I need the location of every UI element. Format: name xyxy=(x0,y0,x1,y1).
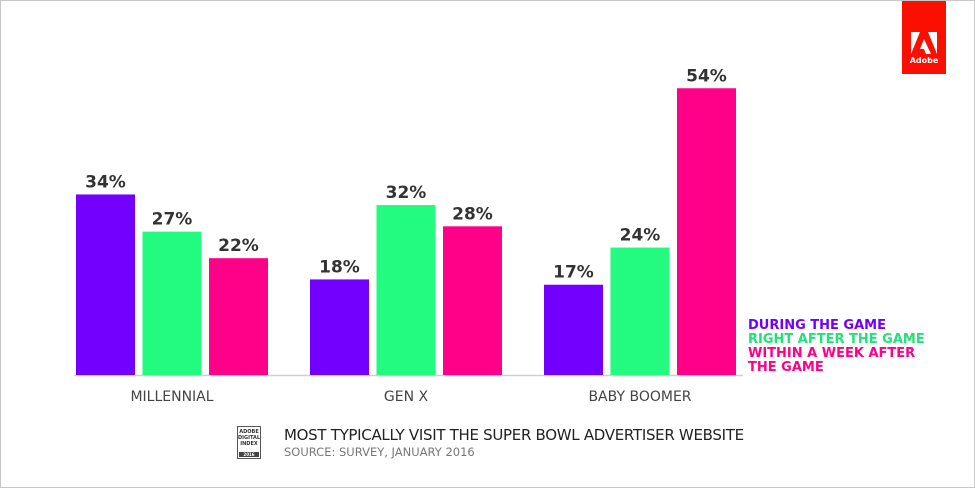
bar xyxy=(677,88,736,375)
chart-title: MOST TYPICALLY VISIT THE SUPER BOWL ADVE… xyxy=(284,426,744,444)
data-label: 22% xyxy=(218,236,259,256)
data-label: 27% xyxy=(152,210,193,230)
bar xyxy=(443,226,502,375)
chart-source: SOURCE: SURVEY, JANUARY 2016 xyxy=(284,445,475,459)
adobe-digital-index-badge: ADOBE DIGITAL INDEX 2016 xyxy=(237,426,261,459)
bar xyxy=(544,284,603,375)
adobe-logo-text: Adobe xyxy=(909,56,939,65)
legend-item-week-after: WITHIN A WEEK AFTER xyxy=(748,346,916,361)
bar xyxy=(209,258,268,375)
legend-item-during: DURING THE GAME xyxy=(748,318,886,333)
data-label: 34% xyxy=(85,172,126,192)
adobe-logo-icon xyxy=(911,32,937,54)
data-label: 24% xyxy=(620,226,661,246)
adobe-logo: Adobe xyxy=(902,1,946,74)
data-label: 17% xyxy=(553,263,594,283)
badge-line: ADOBE xyxy=(239,429,259,435)
bar xyxy=(76,194,135,375)
badge-year: 2016 xyxy=(239,452,259,457)
bar xyxy=(142,231,202,375)
badge-line: DIGITAL xyxy=(238,435,261,441)
data-label: 32% xyxy=(386,183,427,203)
category-label: GEN X xyxy=(384,389,429,405)
data-label: 18% xyxy=(319,257,360,277)
bar xyxy=(310,279,369,375)
legend: DURING THE GAME RIGHT AFTER THE GAME WIT… xyxy=(748,319,925,375)
bar xyxy=(376,205,436,375)
bar xyxy=(610,247,670,375)
data-label: 28% xyxy=(452,204,493,224)
legend-item-right-after: RIGHT AFTER THE GAME xyxy=(748,332,925,347)
badge-line: INDEX xyxy=(240,441,258,447)
legend-item-week-after-cont: THE GAME xyxy=(748,360,824,375)
data-label: 54% xyxy=(686,66,727,86)
category-label: MILLENNIAL xyxy=(130,389,213,405)
category-label: BABY BOOMER xyxy=(588,389,691,405)
